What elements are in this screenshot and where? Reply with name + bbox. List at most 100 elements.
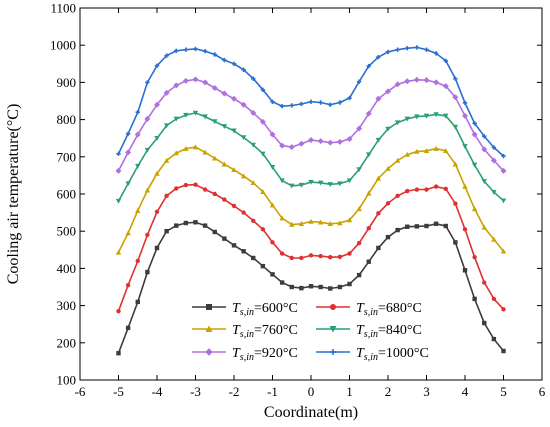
data-point: [482, 280, 487, 285]
x-tick-label: -6: [75, 384, 86, 399]
data-point: [491, 189, 497, 195]
data-point: [269, 131, 276, 138]
data-point: [144, 147, 151, 153]
data-point: [414, 224, 420, 229]
data-point: [193, 220, 198, 225]
data-point: [202, 149, 208, 155]
legend-item-3: Ts,in=840°C: [316, 323, 422, 340]
data-point: [356, 272, 362, 278]
data-point: [482, 134, 487, 139]
data-point: [356, 206, 362, 212]
data-point: [433, 221, 439, 226]
data-point: [424, 223, 429, 229]
data-point: [212, 119, 218, 125]
data-point: [365, 110, 372, 117]
data-point: [164, 229, 169, 234]
legend-item-5: Ts,in=1000°C: [316, 346, 429, 363]
data-point: [491, 145, 497, 150]
data-point: [462, 144, 468, 150]
data-point: [173, 82, 180, 89]
y-tick-label: 1000: [50, 38, 76, 53]
data-point: [336, 138, 343, 145]
data-point: [202, 79, 209, 86]
data-point: [328, 255, 333, 260]
legend-label: Ts,in=680°C: [356, 301, 422, 318]
data-point: [347, 95, 352, 101]
data-point: [433, 79, 440, 86]
data-point: [269, 202, 276, 208]
series-5: [116, 45, 506, 159]
data-point: [173, 116, 179, 122]
data-point: [154, 136, 160, 141]
data-point: [385, 88, 391, 95]
data-point: [385, 201, 391, 206]
series-0: [116, 220, 506, 356]
data-point: [221, 124, 228, 129]
data-point: [260, 227, 266, 232]
data-point: [317, 219, 324, 225]
data-point: [414, 45, 420, 50]
data-point: [260, 189, 266, 194]
data-point: [240, 173, 247, 179]
data-point: [289, 255, 294, 261]
data-point: [433, 51, 439, 56]
data-point: [231, 243, 237, 248]
data-point: [144, 115, 151, 122]
data-point: [288, 144, 295, 151]
legend-label: Ts,in=600°C: [232, 301, 298, 318]
data-point: [327, 221, 333, 226]
data-point: [115, 167, 122, 174]
data-point: [395, 193, 400, 199]
data-point: [346, 135, 353, 142]
data-point: [270, 240, 275, 245]
data-point: [260, 263, 266, 269]
data-point: [462, 183, 468, 189]
data-point: [385, 166, 391, 171]
legend-item-0: Ts,in=600°C: [192, 301, 298, 318]
y-axis: 100 200 300 400 500 600 700 800 900 1000 1100: [50, 1, 542, 388]
data-point: [404, 116, 410, 122]
data-point: [443, 223, 448, 229]
data-point: [394, 81, 401, 88]
data-point: [269, 165, 276, 170]
legend-marker: [330, 304, 336, 310]
data-point: [164, 53, 169, 58]
data-point: [308, 253, 314, 258]
data-point: [231, 95, 237, 102]
data-point: [308, 284, 314, 289]
data-point: [366, 259, 371, 264]
data-point: [251, 255, 256, 261]
data-point: [299, 285, 304, 291]
data-point: [481, 224, 487, 230]
data-point: [462, 112, 468, 119]
data-point: [308, 99, 314, 104]
data-point: [173, 150, 179, 156]
data-point: [174, 48, 179, 53]
x-axis: -6 -5 -4 -3 -2 -1 0 1 2 3 4 5 6: [75, 8, 546, 399]
data-point: [134, 131, 141, 138]
data-point: [405, 188, 410, 194]
data-point: [395, 47, 400, 52]
legend-label: Ts,in=760°C: [232, 323, 298, 340]
data-point: [443, 148, 449, 154]
x-tick-label: -4: [152, 384, 163, 399]
x-tick-label: 2: [385, 384, 392, 399]
series-4: [115, 76, 507, 174]
x-tick-label: 1: [346, 384, 353, 399]
data-point: [462, 268, 468, 273]
data-point: [376, 54, 381, 60]
data-point: [115, 249, 122, 255]
y-tick-label: 300: [57, 298, 77, 313]
data-point: [174, 186, 179, 191]
data-point: [299, 255, 304, 261]
data-point: [413, 76, 420, 83]
data-point: [163, 89, 170, 96]
data-point: [135, 163, 141, 169]
legend-marker: [329, 326, 337, 333]
data-point: [328, 102, 333, 107]
data-point: [405, 45, 410, 51]
data-point: [241, 249, 246, 254]
data-point: [347, 251, 352, 256]
data-point: [125, 149, 132, 156]
